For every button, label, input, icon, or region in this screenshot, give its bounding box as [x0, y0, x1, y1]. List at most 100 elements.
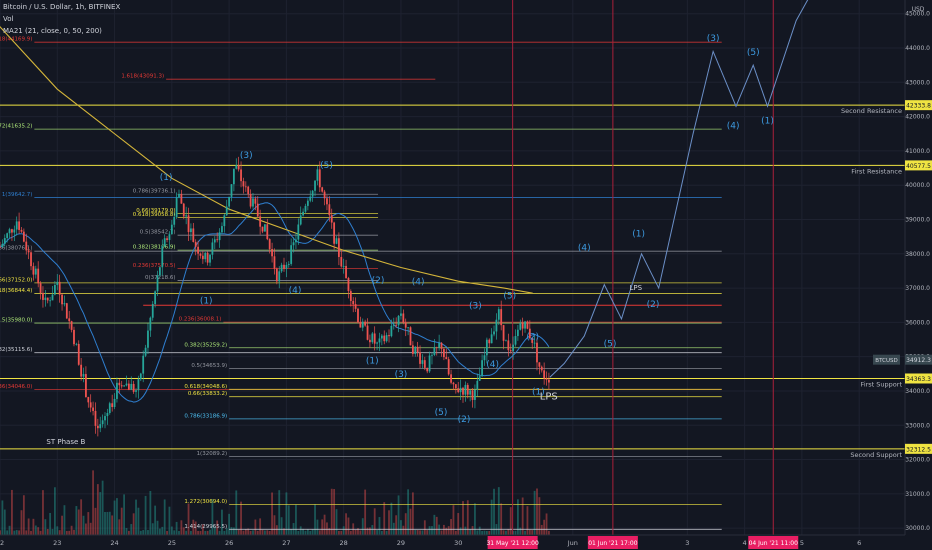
- volume-bar: [218, 530, 221, 535]
- candle-body: [533, 342, 536, 344]
- volume-bar: [51, 528, 54, 535]
- candle-body: [199, 253, 202, 256]
- volume-bar: [538, 497, 541, 535]
- y-tick-label: 39000.0: [905, 216, 930, 223]
- volume-bar: [27, 518, 30, 535]
- volume-bar: [139, 530, 142, 535]
- candle-body: [63, 303, 66, 305]
- volume-bar: [68, 530, 71, 535]
- chart-annotation: LPS: [540, 392, 558, 403]
- candle-body: [139, 373, 142, 380]
- volume-bar: [330, 488, 333, 535]
- volume-bar: [15, 530, 18, 535]
- volume-bar: [249, 531, 252, 535]
- fib-levels: 1.618(44169.9) 1.618(43091.3) 1.272(41635.…: [0, 37, 722, 530]
- price-tag-label: 32312.5: [906, 446, 931, 453]
- volume-bar: [132, 513, 135, 535]
- candle-body: [230, 184, 233, 197]
- symbol-title: Bitcoin / U.S. Dollar, 1h, BITFINEX: [3, 3, 121, 11]
- volume-bar: [287, 505, 290, 535]
- candle-body: [201, 255, 204, 260]
- volume-bar: [450, 519, 452, 535]
- volume-bar: [96, 484, 99, 535]
- fib-level-label: 0.618(39058.8): [133, 212, 176, 218]
- candle-body: [411, 345, 414, 354]
- volume-bar: [261, 529, 264, 535]
- volume-bar: [44, 519, 47, 535]
- volume-bar: [118, 519, 121, 535]
- candle-body: [378, 338, 381, 343]
- volume-bar: [49, 512, 52, 535]
- candle-body: [414, 346, 417, 354]
- volume-bar: [505, 530, 507, 535]
- candle-body: [61, 294, 63, 305]
- candle-body: [528, 328, 531, 339]
- candle-body: [512, 344, 515, 352]
- candle-body: [435, 347, 438, 349]
- volume-bar: [142, 530, 145, 535]
- volume-bar: [264, 530, 266, 535]
- wave-label: (4): [412, 278, 425, 288]
- candle-body: [543, 370, 546, 379]
- x-tick-label: 4: [743, 539, 747, 547]
- volume-bar: [206, 530, 209, 535]
- candle-body: [30, 252, 32, 267]
- candle-body: [151, 304, 154, 318]
- volume-bar: [297, 530, 300, 535]
- volume-bar: [216, 520, 219, 535]
- wave-label: (1): [366, 357, 379, 367]
- candle-body: [53, 284, 56, 295]
- candle-body: [280, 264, 283, 272]
- candle-body: [221, 226, 223, 233]
- volume-bar: [46, 528, 49, 535]
- candle-body: [37, 268, 40, 284]
- candle-body: [330, 215, 333, 223]
- volume-bar: [516, 499, 519, 535]
- candle-body: [34, 268, 37, 275]
- volume-bar: [190, 530, 192, 535]
- volume-bar: [416, 530, 419, 535]
- volume-bar: [82, 515, 85, 535]
- vol-label: Vol: [3, 15, 14, 23]
- volume-bar: [536, 488, 538, 535]
- volume-bar: [13, 530, 16, 535]
- y-tick-label: 45000.0: [905, 11, 930, 18]
- time-marker-tag: [587, 536, 638, 549]
- volume-bar: [452, 505, 455, 535]
- volume-bar: [39, 530, 42, 535]
- fib-level-label: 0.66(37152.0): [0, 277, 32, 283]
- volume-bar: [438, 524, 441, 535]
- candle-body: [194, 241, 197, 247]
- volume-bar: [443, 524, 445, 535]
- x-axis-panel: [0, 535, 932, 550]
- chart-annotation: LPS: [630, 284, 643, 292]
- fib-level-label: 0.618(36844.4): [0, 288, 32, 294]
- fib-level-label: 0.382(38106.9): [133, 245, 176, 251]
- candle-body: [419, 352, 421, 364]
- y-axis-panel: [905, 0, 932, 550]
- volume-bars: [0, 470, 550, 535]
- x-tick-label: 23: [53, 539, 61, 547]
- volume-bar: [170, 526, 173, 535]
- x-tick-label: 25: [168, 539, 176, 547]
- y-tick-label: 38000.0: [905, 251, 930, 258]
- wave-labels: (1) (1) (3) (4) (5) (2) (1) (3) (4) (5) (2) (3) (4) (…: [46, 34, 773, 446]
- volume-bar: [548, 530, 550, 535]
- fib-level-label: 0.382(35259.2): [184, 342, 227, 348]
- candle-body: [106, 412, 109, 417]
- candle-body: [213, 239, 216, 243]
- candle-body: [474, 389, 476, 400]
- candle-body: [335, 238, 338, 244]
- volume-bar: [378, 517, 381, 535]
- candle-body: [65, 303, 68, 319]
- candle-body: [299, 215, 302, 225]
- candle-body: [433, 347, 436, 355]
- symbol-tag: [873, 354, 900, 365]
- candle-body: [352, 300, 355, 305]
- volume-bar: [268, 530, 271, 535]
- candle-body: [254, 198, 257, 204]
- candle-body: [173, 217, 176, 225]
- candle-body: [82, 374, 85, 377]
- y-tick-label: 31000.0: [905, 491, 930, 498]
